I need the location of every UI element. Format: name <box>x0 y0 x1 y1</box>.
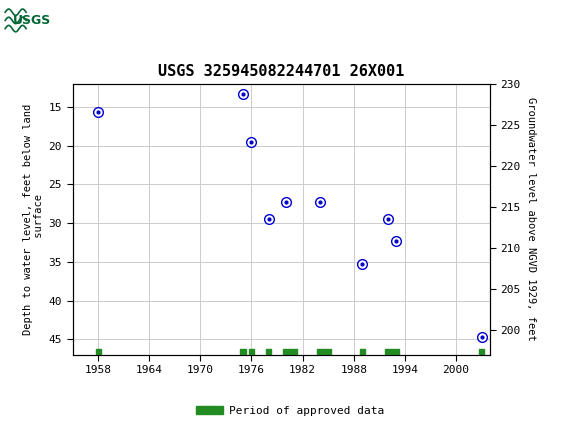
FancyBboxPatch shape <box>5 3 51 37</box>
Title: USGS 325945082244701 26X001: USGS 325945082244701 26X001 <box>158 64 404 79</box>
Text: USGS: USGS <box>13 14 51 27</box>
Y-axis label: Groundwater level above NGVD 1929, feet: Groundwater level above NGVD 1929, feet <box>526 98 537 341</box>
Y-axis label: Depth to water level, feet below land
 surface: Depth to water level, feet below land su… <box>23 104 45 335</box>
Legend: Period of approved data: Period of approved data <box>191 401 389 420</box>
